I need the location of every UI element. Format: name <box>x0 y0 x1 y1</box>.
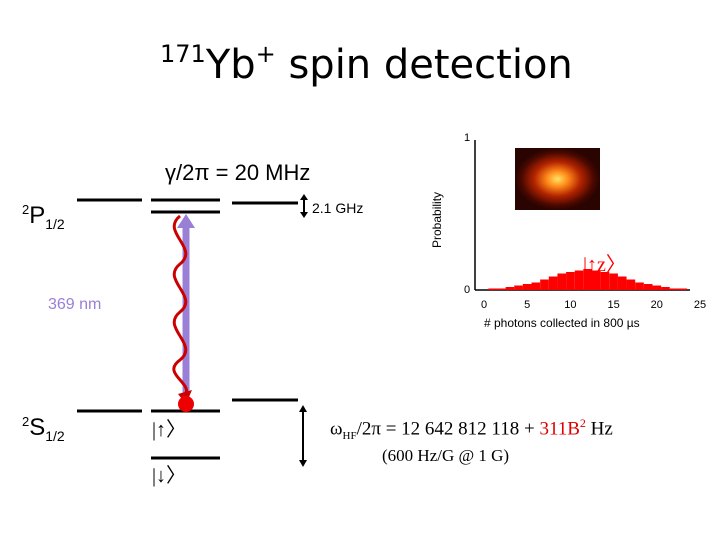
laser-label: 369 nm <box>48 296 102 313</box>
s-state-label: 2S1/2 <box>22 414 65 444</box>
histogram-bar <box>635 282 644 290</box>
y-tick-0: 0 <box>464 284 471 296</box>
histogram-bar <box>600 272 610 290</box>
title-element: Yb <box>205 42 256 88</box>
spin-down-label: |↓〉 <box>152 465 187 487</box>
hyperfine-p-label: 2.1 GHz <box>312 200 364 216</box>
histogram-bar <box>617 276 627 290</box>
histogram-chart: 0 5 10 15 20 25 <box>474 140 706 311</box>
histogram-bar <box>514 285 523 290</box>
y-tick-1: 1 <box>464 132 471 144</box>
histogram-bar <box>626 279 636 290</box>
p-state-label: 2P1/2 <box>22 202 65 232</box>
ion-dot <box>178 396 194 412</box>
histogram-bar <box>661 287 670 290</box>
laser-arrow <box>177 214 195 404</box>
histogram-bar <box>496 288 506 290</box>
hyperfine-p-arrow <box>300 194 308 218</box>
histogram-bar <box>643 284 653 290</box>
histogram-bar <box>652 285 662 290</box>
histogram-bar <box>488 288 497 290</box>
x-tick-label: 20 <box>651 299 663 311</box>
series-label: |↑z〉 <box>583 254 626 276</box>
x-tick-label: 0 <box>481 299 487 311</box>
x-tick-label: 25 <box>694 299 706 311</box>
hf-equation: ωHF/2π = 12 642 812 118 + 311B2 Hz <box>330 416 613 443</box>
histogram-bar <box>522 284 532 290</box>
linewidth-label: γ/2π = 20 MHz <box>165 160 311 185</box>
spin-up-label: |↑〉 <box>152 419 187 441</box>
camera-spot-image <box>515 148 600 210</box>
histogram-bar <box>505 287 515 290</box>
histogram-bar <box>574 270 584 290</box>
slide-title: 171Yb+ spin detection <box>160 40 573 88</box>
title-isotope: 171 <box>160 40 206 68</box>
histogram-bar <box>678 288 688 290</box>
histogram-bar <box>531 282 541 290</box>
histogram-bar <box>566 272 575 290</box>
histogram-bar <box>669 288 679 290</box>
histogram-bar <box>609 273 618 290</box>
histogram-bar <box>557 273 567 290</box>
hyperfine-s-arrow <box>299 405 307 467</box>
x-tick-label: 15 <box>607 299 619 311</box>
x-axis-label: # photons collected in 800 µs <box>484 316 640 330</box>
y-axis-label: Probability <box>430 191 444 248</box>
title-rest: spin detection <box>275 42 573 88</box>
fluorescence-wave <box>172 214 188 398</box>
x-tick-label: 10 <box>564 299 576 311</box>
histogram-bar <box>583 269 592 290</box>
title-charge: + <box>255 40 276 68</box>
histogram-bar <box>548 276 558 290</box>
histogram-bar <box>592 270 601 290</box>
x-tick-label: 5 <box>524 299 530 311</box>
histogram-bar <box>540 279 549 290</box>
hf-sensitivity: (600 Hz/G @ 1 G) <box>382 446 510 465</box>
